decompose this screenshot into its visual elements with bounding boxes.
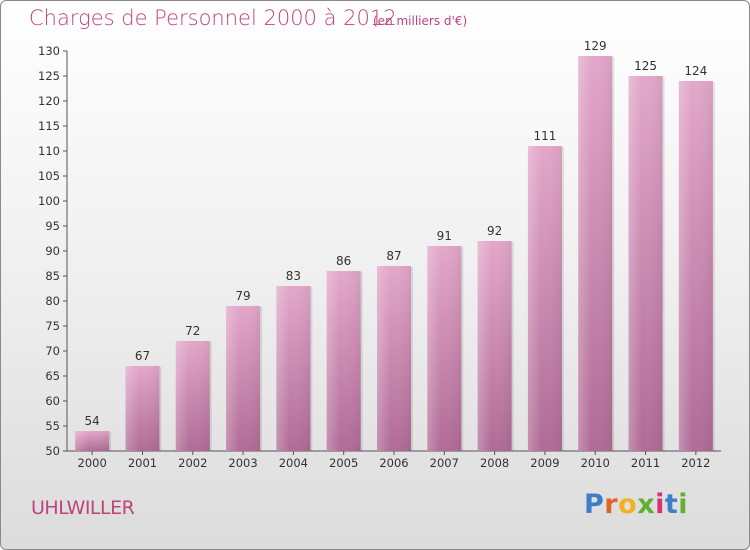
y-tick-label: 105 <box>38 169 60 183</box>
bar-value-label: 86 <box>336 254 351 268</box>
bar-sheen <box>427 246 462 451</box>
x-tick-label: 2010 <box>581 456 610 470</box>
y-tick-label: 65 <box>45 369 60 383</box>
x-tick-label: 2005 <box>329 456 358 470</box>
chart-title: Charges de Personnel 2000 à 2012 <box>29 6 397 30</box>
commune-name: UHLWILLER <box>31 497 135 519</box>
bar-sheen <box>678 81 713 451</box>
x-tick-label: 2011 <box>631 456 660 470</box>
bar-value-label: 124 <box>684 64 707 78</box>
x-tick-label: 2012 <box>681 456 710 470</box>
x-tick-label: 2008 <box>480 456 509 470</box>
y-tick-label: 80 <box>45 294 60 308</box>
bar-value-label: 125 <box>634 59 657 73</box>
y-tick-label: 55 <box>45 419 60 433</box>
x-tick-label: 2000 <box>78 456 107 470</box>
y-tick-label: 60 <box>45 394 60 408</box>
x-tick-label: 2009 <box>530 456 559 470</box>
bar-sheen <box>326 271 361 451</box>
x-tick-label: 2003 <box>228 456 257 470</box>
y-tick-label: 125 <box>38 69 60 83</box>
bar-sheen <box>276 286 311 451</box>
bar-value-label: 129 <box>584 39 607 53</box>
x-tick-label: 2007 <box>430 456 459 470</box>
x-tick-label: 2004 <box>279 456 308 470</box>
bar-sheen <box>226 306 261 451</box>
y-tick-label: 75 <box>45 319 60 333</box>
y-tick-label: 120 <box>38 94 60 108</box>
bar-sheen <box>477 241 512 451</box>
bar-sheen <box>125 366 160 451</box>
y-tick-label: 70 <box>45 344 60 358</box>
y-tick-label: 85 <box>45 269 60 283</box>
bar-sheen <box>175 341 210 451</box>
x-tick-label: 2002 <box>178 456 207 470</box>
bar-value-label: 111 <box>533 129 556 143</box>
bar-value-label: 92 <box>487 224 502 238</box>
y-tick-label: 90 <box>45 244 60 258</box>
proxiti-logo: Proxiti <box>584 489 689 520</box>
bar-value-label: 54 <box>85 414 100 428</box>
x-tick-label: 2006 <box>379 456 408 470</box>
bar-sheen <box>628 76 663 451</box>
bar-value-label: 83 <box>286 269 301 283</box>
bar-value-label: 87 <box>386 249 401 263</box>
bar-value-label: 91 <box>437 229 452 243</box>
y-tick-label: 50 <box>45 444 60 458</box>
bar-sheen <box>377 266 411 451</box>
bar-sheen <box>75 431 110 451</box>
y-tick-label: 110 <box>38 144 60 158</box>
x-tick-label: 2001 <box>128 456 157 470</box>
bar-value-label: 79 <box>235 289 250 303</box>
y-tick-label: 100 <box>38 194 60 208</box>
y-tick-label: 130 <box>38 44 60 58</box>
bar-value-label: 72 <box>185 324 200 338</box>
bar-sheen <box>527 146 562 451</box>
y-tick-label: 115 <box>38 119 60 133</box>
chart-subtitle: (en milliers d'€) <box>373 14 468 28</box>
y-tick-label: 95 <box>45 219 60 233</box>
bar-value-label: 67 <box>135 349 150 363</box>
bar-sheen <box>578 56 613 451</box>
